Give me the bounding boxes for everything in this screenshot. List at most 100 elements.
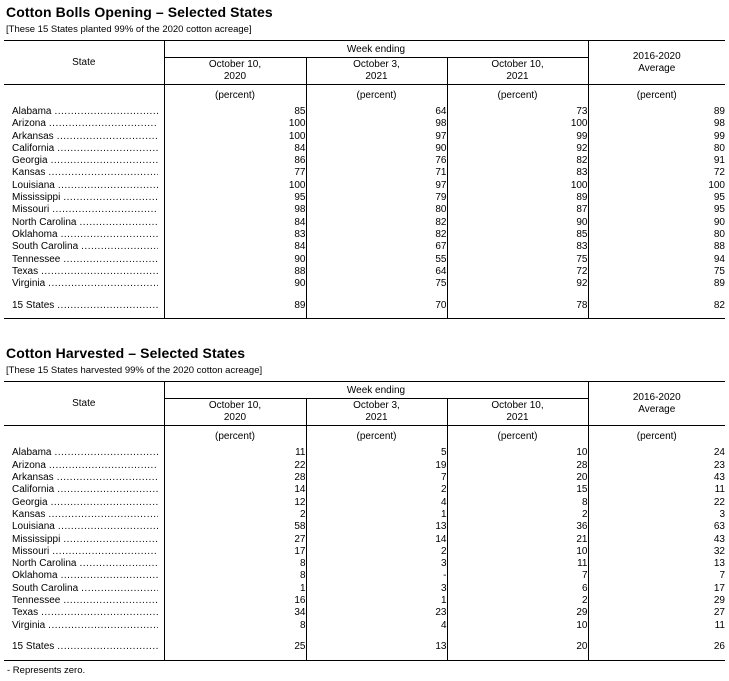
value-cell: 11 (714, 484, 725, 496)
value-cell: 17 (164, 545, 307, 559)
state-name: Oklahoma (12, 570, 58, 582)
value-cell: 14 (306, 533, 448, 546)
value-cell: 29 (713, 595, 725, 607)
value-cell: 10 (447, 447, 589, 460)
state-column-header: State (4, 40, 165, 85)
state-name: Virginia (12, 278, 46, 290)
spacer-row (4, 631, 725, 641)
dot-leader (48, 620, 157, 632)
state-cell: North Carolina (4, 216, 165, 229)
value-cell: 92 (447, 278, 589, 291)
state-cell: Virginia (4, 278, 165, 291)
value-cell: 20 (447, 640, 589, 661)
date-column-header: October 10, 2020 (164, 398, 307, 427)
state-cell: Tennessee (4, 253, 165, 266)
state-name: Georgia (12, 496, 48, 508)
unit-label: (percent) (447, 425, 589, 448)
value-cell: 82 (713, 299, 725, 311)
value-cell: 89 (447, 192, 589, 205)
value-cell: 78 (447, 299, 589, 319)
state-row: Kansas 212 3 (4, 508, 725, 522)
date-column-header: October 10, 2021 (447, 57, 589, 85)
value-cell: 87 (447, 204, 589, 217)
dot-leader (63, 192, 157, 204)
state-cell: Mississippi (4, 192, 165, 205)
state-row: South Carolina 136 17 (4, 582, 725, 596)
unit-label: (percent) (447, 84, 589, 106)
state-cell: Louisiana (4, 179, 165, 193)
state-cell: Texas (4, 265, 165, 279)
average-column-header: 2016-2020 Average (588, 381, 725, 427)
value-cell: 100 (164, 130, 307, 143)
value-cell: 12 (164, 496, 307, 509)
value-cell: 82 (447, 155, 589, 168)
dot-leader (49, 118, 158, 130)
value-cell: 98 (306, 118, 448, 131)
dot-leader (57, 472, 158, 484)
value-cell: 14 (164, 484, 307, 497)
state-cell: 15 States (4, 640, 165, 661)
table-title: Cotton Bolls Opening – Selected States (6, 4, 273, 20)
state-row: Louisiana10097100100 (4, 179, 725, 193)
state-name: Missouri (12, 204, 50, 216)
state-name: 15 States (12, 641, 55, 653)
state-cell: Kansas (4, 167, 165, 180)
value-cell: 75 (447, 253, 589, 266)
dot-leader (52, 204, 157, 216)
dot-leader (57, 300, 157, 311)
dot-leader (81, 583, 157, 595)
value-cell: 3 (306, 558, 448, 571)
dot-leader (51, 497, 158, 509)
value-cell: 82 (306, 216, 448, 229)
dot-leader (51, 155, 158, 167)
value-cell: 97 (306, 130, 448, 143)
value-cell: 15 (447, 484, 589, 497)
value-cell: 23 (306, 607, 448, 620)
value-cell: 97 (306, 179, 448, 193)
value-cell: 4 (306, 496, 448, 509)
value-cell: 75 (713, 265, 725, 277)
state-cell: Georgia (4, 496, 165, 509)
value-cell: 16 (164, 595, 307, 608)
state-name: Missouri (12, 545, 50, 557)
value-cell: 73 (447, 106, 589, 119)
state-name: Kansas (12, 508, 46, 520)
dot-leader (57, 484, 157, 496)
state-cell: Alabama (4, 106, 165, 119)
dot-leader (41, 266, 157, 278)
value-cell: 13 (713, 558, 725, 570)
value-cell: 2 (447, 595, 589, 608)
state-cell: Oklahoma (4, 570, 165, 583)
state-name: South Carolina (12, 241, 79, 253)
value-cell: 83 (447, 167, 589, 180)
value-cell: 1 (164, 582, 307, 596)
value-cell: 72 (713, 167, 725, 179)
value-cell: 24 (713, 447, 725, 459)
value-cell: 92 (447, 142, 589, 156)
state-cell: South Carolina (4, 241, 165, 254)
value-cell: 95 (713, 192, 725, 204)
state-cell: Arizona (4, 118, 165, 131)
value-cell: 11 (164, 447, 307, 460)
value-cell: 7 (447, 570, 589, 583)
dot-leader (79, 217, 157, 229)
value-cell: 29 (447, 607, 589, 620)
value-cell: 25 (164, 640, 307, 661)
value-cell: 11 (447, 558, 589, 571)
value-cell: 77 (164, 167, 307, 180)
state-name: Louisiana (12, 521, 55, 533)
state-name: Oklahoma (12, 228, 58, 240)
value-cell: 22 (713, 496, 725, 508)
state-name: Louisiana (12, 179, 55, 191)
value-cell: 86 (164, 155, 307, 168)
